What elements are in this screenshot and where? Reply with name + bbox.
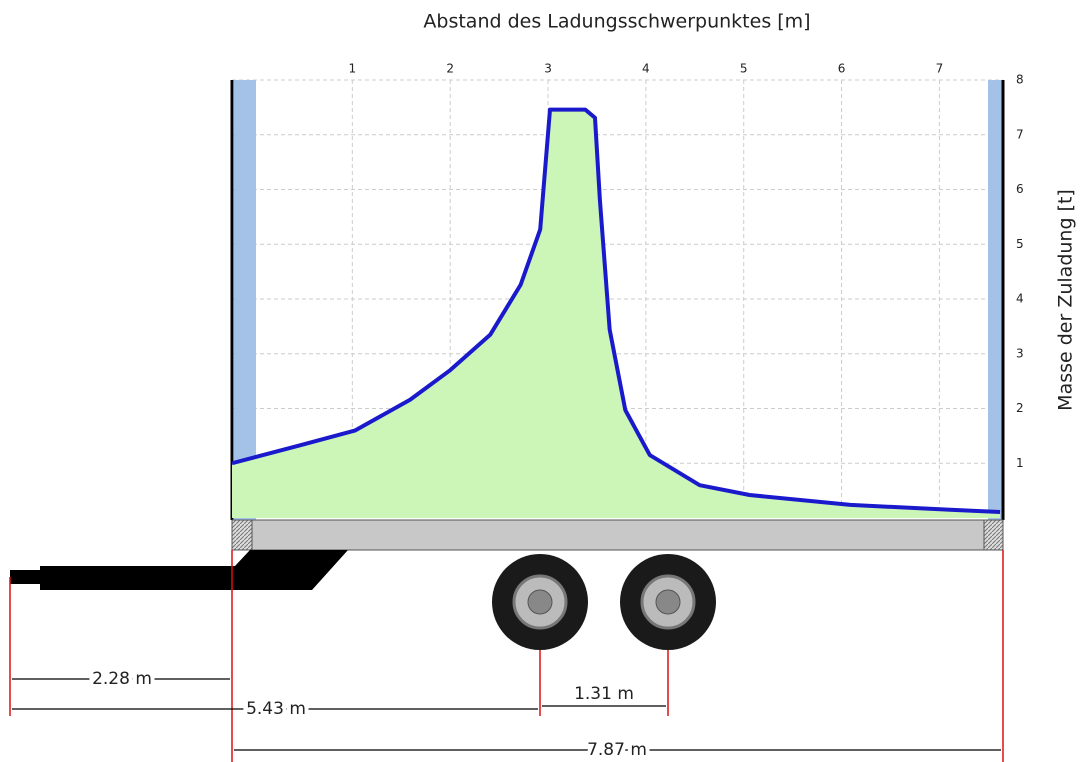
drawbar bbox=[10, 550, 348, 590]
y-tick-label: 7 bbox=[1016, 127, 1024, 141]
x-tick-label: 5 bbox=[740, 62, 748, 76]
y-tick-label: 1 bbox=[1016, 456, 1024, 470]
dimension-label: 7.87 m bbox=[587, 740, 647, 760]
x-tick-label: 6 bbox=[838, 62, 846, 76]
dimension-label: 5.43 m bbox=[246, 699, 306, 719]
bed-end bbox=[232, 520, 252, 550]
end-band bbox=[988, 80, 1002, 520]
area-fill bbox=[232, 110, 1000, 518]
plot: 1 2 3 4 5 6 7 1 2 3 4 5 6 7 8 bbox=[232, 62, 1024, 521]
dimension-lines bbox=[12, 679, 1001, 750]
x-tick-label: 2 bbox=[446, 62, 454, 76]
chart-title: Abstand des Ladungsschwerpunktes [m] bbox=[423, 11, 810, 33]
trailer-bed bbox=[232, 520, 1003, 550]
dimension-label: 1.31 m bbox=[574, 684, 634, 704]
wheel bbox=[620, 554, 716, 650]
wheel bbox=[492, 554, 588, 650]
y-axis-title: Masse der Zuladung [t] bbox=[1055, 189, 1077, 411]
y-tick-label: 4 bbox=[1016, 292, 1024, 306]
y-tick-label: 8 bbox=[1016, 73, 1024, 87]
page: Abstand des Ladungsschwerpunktes [m] Mas… bbox=[0, 0, 1086, 762]
y-tick-label: 6 bbox=[1016, 182, 1024, 196]
x-tick-label: 4 bbox=[642, 62, 650, 76]
end-band bbox=[234, 80, 256, 520]
dimension-label: 2.28 m bbox=[92, 669, 152, 689]
y-tick-label: 5 bbox=[1016, 237, 1024, 251]
trailer: 2.28 m 5.43 m 1.31 m 7.87 m bbox=[10, 520, 1003, 762]
y-tick-label: 3 bbox=[1016, 346, 1024, 360]
x-tick-label: 1 bbox=[349, 62, 357, 76]
bed-end bbox=[984, 520, 1003, 550]
x-tick-label: 7 bbox=[936, 62, 944, 76]
y-tick-label: 2 bbox=[1016, 401, 1024, 415]
x-tick-label: 3 bbox=[544, 62, 552, 76]
